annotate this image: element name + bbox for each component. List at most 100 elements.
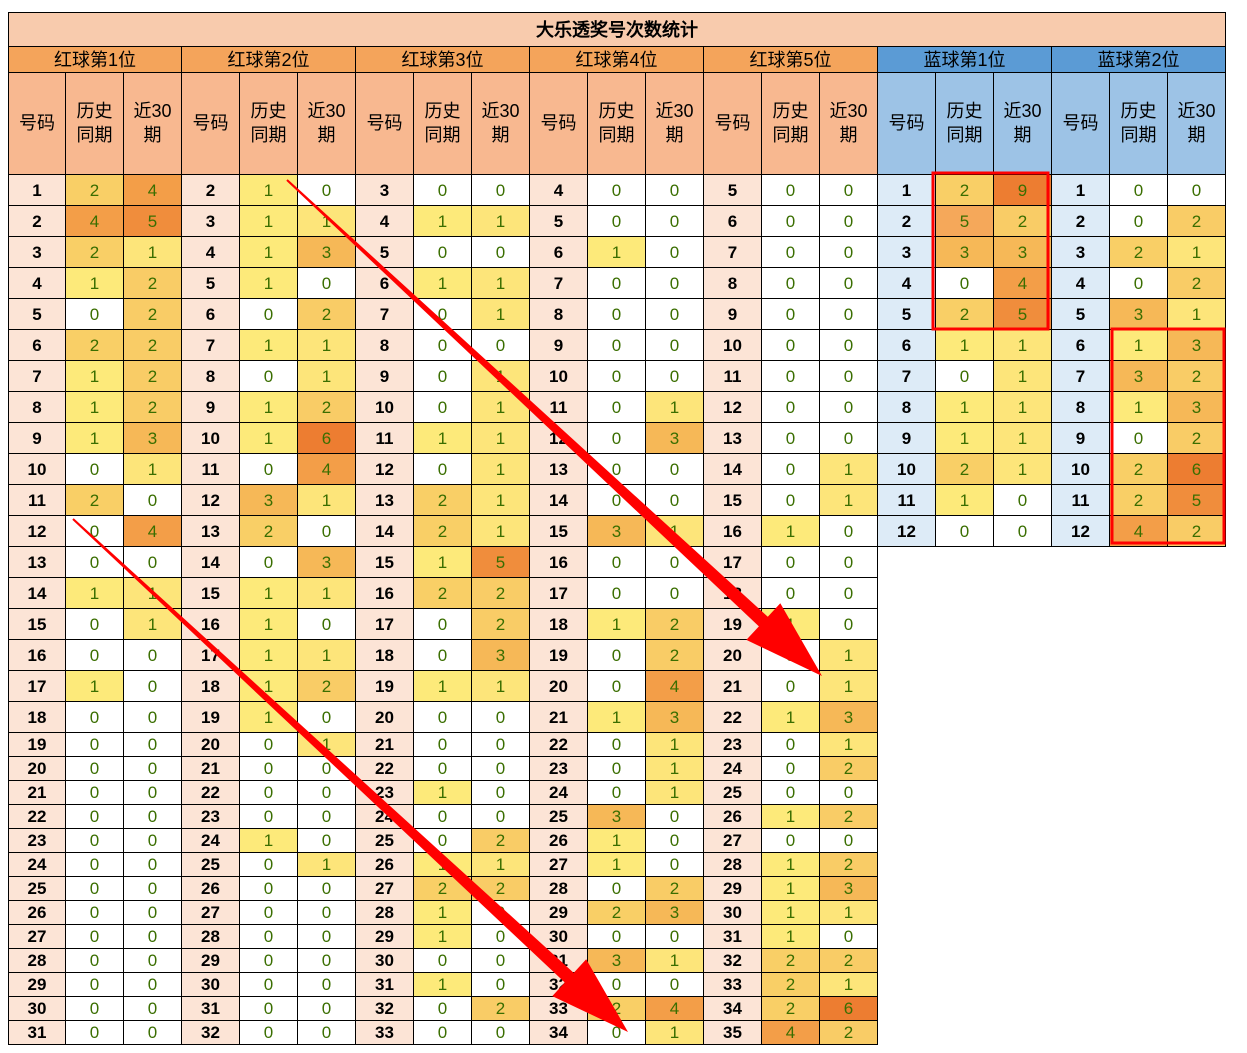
row-history-count: 1 <box>762 805 820 829</box>
row-recent30-count: 2 <box>472 997 530 1021</box>
row-recent30-count: 0 <box>646 206 704 237</box>
row-number: 20 <box>530 671 588 702</box>
row-number: 26 <box>704 805 762 829</box>
row-history-count: 0 <box>588 485 646 516</box>
group-header: 红球第3位 <box>356 47 530 73</box>
sub-header-line: 期 <box>1187 124 1206 145</box>
row-history-count: 0 <box>1110 423 1168 454</box>
row-number: 1 <box>878 175 936 206</box>
row-recent30-count: 0 <box>298 702 356 733</box>
row-recent30-count: 0 <box>646 829 704 853</box>
row-number: 33 <box>530 997 588 1021</box>
row-recent30-count: 0 <box>124 997 182 1021</box>
sub-header-history: 历史 同期 <box>762 73 820 175</box>
row-history-count: 0 <box>414 454 472 485</box>
row-history-count: 0 <box>66 609 124 640</box>
sub-header-recent30: 近30 期 <box>1168 73 1226 175</box>
sub-header-line: 期 <box>1013 124 1032 145</box>
row-recent30-count: 2 <box>646 877 704 901</box>
row-history-count: 1 <box>762 516 820 547</box>
row-recent30-count: 0 <box>820 361 878 392</box>
row-number: 22 <box>356 757 414 781</box>
row-history-count: 4 <box>762 1021 820 1045</box>
row-number: 8 <box>182 361 240 392</box>
row-history-count: 1 <box>414 206 472 237</box>
row-recent30-count: 0 <box>298 973 356 997</box>
sub-header-line: 近30 <box>829 101 868 122</box>
row-history-count: 1 <box>588 829 646 853</box>
row-number: 13 <box>704 423 762 454</box>
row-recent30-count: 2 <box>124 330 182 361</box>
sub-header-line: 号码 <box>366 112 403 133</box>
row-recent30-count: 0 <box>820 829 878 853</box>
row-history-count: 0 <box>240 997 298 1021</box>
row-number: 11 <box>530 392 588 423</box>
row-recent30-count: 0 <box>820 547 878 578</box>
row-history-count: 1 <box>588 853 646 877</box>
row-number: 18 <box>530 609 588 640</box>
row-recent30-count: 3 <box>646 423 704 454</box>
row-history-count: 0 <box>762 578 820 609</box>
sub-header-recent30: 近30 期 <box>472 73 530 175</box>
row-recent30-count: 1 <box>298 853 356 877</box>
row-history-count: 0 <box>66 702 124 733</box>
row-history-count: 0 <box>762 206 820 237</box>
row-history-count: 0 <box>66 901 124 925</box>
row-recent30-count: 0 <box>646 485 704 516</box>
sub-header-line: 号码 <box>888 112 925 133</box>
row-recent30-count: 0 <box>124 485 182 516</box>
row-history-count: 1 <box>762 609 820 640</box>
row-number: 16 <box>704 516 762 547</box>
row-recent30-count: 0 <box>298 901 356 925</box>
row-history-count: 0 <box>588 361 646 392</box>
row-number: 10 <box>878 454 936 485</box>
row-recent30-count: 0 <box>298 516 356 547</box>
row-history-count: 1 <box>762 877 820 901</box>
row-recent30-count: 0 <box>472 733 530 757</box>
row-history-count: 1 <box>414 925 472 949</box>
row-history-count: 0 <box>588 671 646 702</box>
row-number: 21 <box>530 702 588 733</box>
row-number: 13 <box>356 485 414 516</box>
row-number: 22 <box>530 733 588 757</box>
row-number: 13 <box>530 454 588 485</box>
row-number: 16 <box>182 609 240 640</box>
row-history-count: 0 <box>66 733 124 757</box>
row-recent30-count: 5 <box>124 206 182 237</box>
row-recent30-count: 0 <box>124 640 182 671</box>
row-recent30-count: 9 <box>994 175 1052 206</box>
row-recent30-count: 0 <box>646 805 704 829</box>
row-recent30-count: 1 <box>1168 237 1226 268</box>
row-history-count: 2 <box>762 949 820 973</box>
row-recent30-count: 2 <box>298 671 356 702</box>
row-number: 22 <box>704 702 762 733</box>
sub-header-line: 同期 <box>76 124 113 145</box>
row-number: 15 <box>530 516 588 547</box>
row-recent30-count: 0 <box>124 877 182 901</box>
row-history-count: 0 <box>762 268 820 299</box>
row-recent30-count: 4 <box>124 516 182 547</box>
row-number: 8 <box>530 299 588 330</box>
row-number: 7 <box>704 237 762 268</box>
row-recent30-count: 3 <box>1168 330 1226 361</box>
row-number: 9 <box>530 330 588 361</box>
row-recent30-count: 0 <box>820 609 878 640</box>
row-recent30-count: 1 <box>472 392 530 423</box>
row-recent30-count: 0 <box>646 268 704 299</box>
sub-header-line: 历史 <box>250 101 287 122</box>
row-number: 8 <box>1052 392 1110 423</box>
row-recent30-count: 0 <box>994 485 1052 516</box>
row-recent30-count: 0 <box>124 949 182 973</box>
row-recent30-count: 0 <box>472 781 530 805</box>
row-history-count: 3 <box>1110 299 1168 330</box>
row-number: 10 <box>704 330 762 361</box>
row-recent30-count: 0 <box>472 757 530 781</box>
row-recent30-count: 0 <box>820 299 878 330</box>
row-number: 5 <box>8 299 66 330</box>
row-recent30-count: 2 <box>820 853 878 877</box>
row-history-count: 1 <box>414 901 472 925</box>
sub-header-number: 号码 <box>878 73 936 175</box>
row-recent30-count: 0 <box>124 925 182 949</box>
row-history-count: 1 <box>414 781 472 805</box>
row-history-count: 2 <box>414 877 472 901</box>
